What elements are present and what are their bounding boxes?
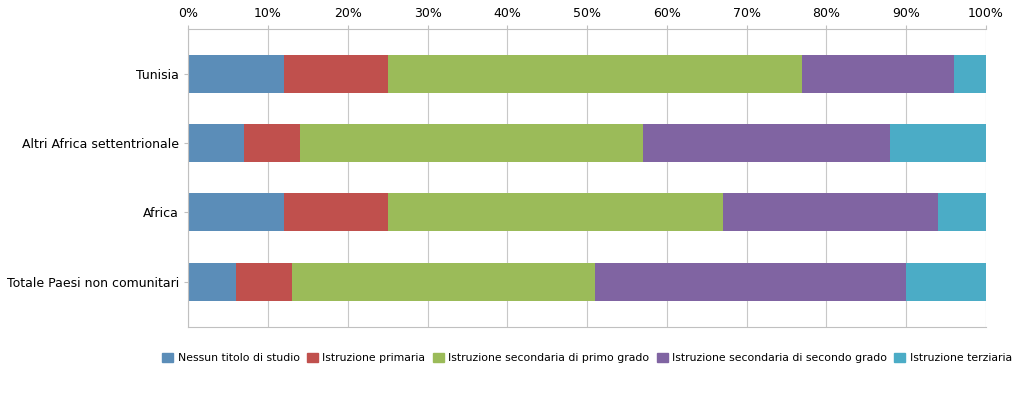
Bar [388,55,803,93]
Bar [906,263,986,300]
Bar [284,55,388,93]
Bar [188,124,244,162]
Bar [188,55,284,93]
Bar [188,263,237,300]
Bar [237,263,292,300]
Bar [300,124,643,162]
Bar [723,193,938,232]
Bar [954,55,986,93]
Legend: Nessun titolo di studio, Istruzione primaria, Istruzione secondaria di primo gra: Nessun titolo di studio, Istruzione prim… [159,350,1015,367]
Bar [188,193,284,232]
Bar [284,193,388,232]
Bar [803,55,954,93]
Bar [643,124,890,162]
Bar [292,263,595,300]
Bar [890,124,986,162]
Bar [938,193,986,232]
Bar [388,193,723,232]
Bar [595,263,906,300]
Bar [244,124,300,162]
